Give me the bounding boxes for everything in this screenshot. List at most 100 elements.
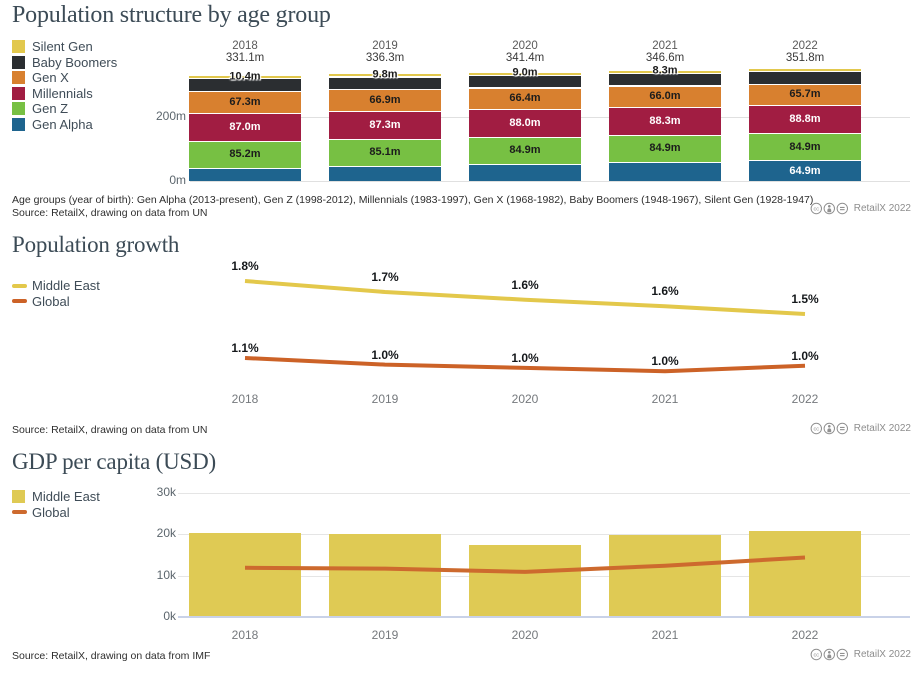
legend-item: Baby Boomers	[12, 55, 117, 71]
x-axis-label: 2022	[791, 392, 819, 406]
legend-item-label: Global	[32, 504, 70, 520]
creative-commons-icons: cc	[810, 202, 848, 215]
column-year-label: 2018	[232, 40, 258, 52]
bar-segment-baby-boomers	[189, 78, 301, 92]
segment-value-label: 67.3m	[229, 95, 261, 108]
bar-segment-baby-boomers	[609, 72, 721, 86]
y-tick-label: 30k	[156, 485, 176, 499]
creative-commons-icons: cc	[810, 648, 848, 661]
point-value-label: 1.5%	[791, 292, 819, 306]
segment-value-label: 88.0m	[509, 116, 541, 129]
legend-swatch-millennials	[12, 86, 25, 100]
cc-icon	[810, 648, 822, 661]
bar-segment-silent-gen	[189, 75, 301, 79]
gdp-bar-2018	[189, 532, 301, 617]
legend-item-label: Global	[32, 293, 70, 309]
bar-segment-gen-alpha	[189, 167, 301, 181]
legend-item-label: Gen Z	[32, 101, 69, 117]
x-axis-label: 2019	[371, 628, 399, 642]
legend-item-label: Gen Alpha	[32, 116, 93, 132]
column-total-label: 346.6m	[645, 52, 685, 64]
chart-title: GDP per capita (USD)	[12, 449, 217, 474]
column-year-label: 2022	[792, 40, 818, 52]
x-axis-label: 2019	[371, 392, 399, 406]
legend-item-label: Gen X	[32, 70, 69, 86]
segment-value-label: 64.9m	[789, 164, 821, 177]
point-value-label: 1.0%	[651, 354, 679, 369]
bar-segment-gen-x: 65.7m	[749, 83, 861, 105]
legend-item-label: Middle East	[32, 489, 100, 505]
gdp-bar-2020	[469, 545, 581, 617]
column-total-label: 341.4m	[505, 52, 545, 64]
point-value-label: 1.0%	[371, 347, 399, 362]
gridline-30k	[178, 493, 910, 494]
point-value-label: 1.6%	[651, 284, 679, 299]
bar-segment-gen-x: 66.0m	[609, 85, 721, 107]
point-value-label: 1.7%	[371, 270, 399, 284]
bar-segment-silent-gen	[329, 73, 441, 77]
bar-segment-millennials: 87.0m	[189, 112, 301, 141]
segment-value-label: 66.4m	[509, 92, 541, 105]
legend-swatch-middle-east	[12, 490, 25, 504]
bar-segment-millennials: 88.8m	[749, 104, 861, 133]
legend-item: Gen X	[12, 70, 117, 86]
point-value-label: 1.0%	[511, 350, 539, 365]
bar-segment-baby-boomers	[749, 70, 861, 84]
no-derivatives-icon	[836, 202, 848, 215]
y-tick-label: 200m	[155, 109, 186, 123]
section-population-growth: Population growth Middle East Global 1.8%…	[0, 228, 921, 445]
bar-segment-gen-x: 67.3m	[189, 91, 301, 113]
y-tick-label: 10k	[156, 567, 176, 582]
legend-swatch-silent-gen	[12, 40, 25, 54]
legend: Silent Gen Baby Boomers Gen X Millennials Ge…	[12, 39, 117, 132]
source-note: Source: RetailX, drawing on data from IM…	[12, 650, 211, 662]
legend-item: Middle East	[12, 489, 100, 505]
legend-item-label: Silent Gen	[32, 39, 93, 55]
legend: Middle East Global	[12, 489, 100, 520]
creative-commons-icons: cc	[810, 422, 848, 435]
cc-badge: cc RetailX 2022	[810, 422, 911, 435]
bar-segment-gen-alpha: 64.9m	[749, 160, 861, 181]
x-axis-label: 2018	[231, 392, 259, 406]
gridline-20k	[178, 534, 910, 536]
legend-item: Global	[12, 505, 100, 521]
x-axis-label: 2021	[651, 392, 679, 406]
x-axis-label: 2021	[651, 628, 679, 642]
bar-segment-gen-alpha	[609, 162, 721, 181]
attribution-icon	[823, 422, 835, 435]
legend-swatch-baby-boomers	[12, 55, 25, 69]
bar-segment-gen-z: 84.9m	[749, 133, 861, 161]
legend-item: Global	[12, 294, 100, 310]
growth-lines-svg	[244, 279, 806, 374]
legend-item-label: Baby Boomers	[32, 54, 118, 70]
point-value-label: 1.1%	[231, 341, 259, 355]
segment-value-label: 10.4m	[229, 70, 261, 83]
x-axis-label: 2020	[511, 628, 539, 642]
column-total-label: 351.8m	[785, 52, 825, 64]
legend: Middle East Global	[12, 278, 100, 309]
legend-swatch-global	[12, 510, 27, 515]
svg-text:cc: cc	[813, 427, 819, 433]
segment-value-label: 9.8m	[372, 68, 398, 81]
source-note: Source: RetailX, drawing on data from UN	[12, 424, 208, 436]
legend-swatch-gen-x	[12, 71, 25, 85]
segment-value-label: 85.2m	[229, 148, 261, 161]
legend-item: Silent Gen	[12, 39, 117, 55]
credit-text: RetailX 2022	[853, 423, 911, 434]
column-year-label: 2019	[372, 40, 398, 52]
cc-icon	[810, 422, 822, 435]
cc-icon	[810, 202, 822, 215]
bar-segment-baby-boomers	[329, 76, 441, 90]
column-total-label: 336.3m	[365, 52, 405, 64]
legend-item-label: Middle East	[32, 278, 100, 294]
segment-value-label: 66.9m	[369, 94, 401, 107]
bar-segment-silent-gen	[609, 70, 721, 73]
column-year-label: 2021	[652, 40, 678, 52]
svg-text:cc: cc	[813, 653, 819, 659]
bar-segment-gen-z: 84.9m	[469, 136, 581, 165]
page-title: Population structure by age group	[12, 2, 331, 28]
segment-value-label: 8.3m	[652, 64, 678, 77]
gdp-bar-2019	[329, 533, 441, 617]
segment-value-label: 84.9m	[789, 140, 821, 153]
